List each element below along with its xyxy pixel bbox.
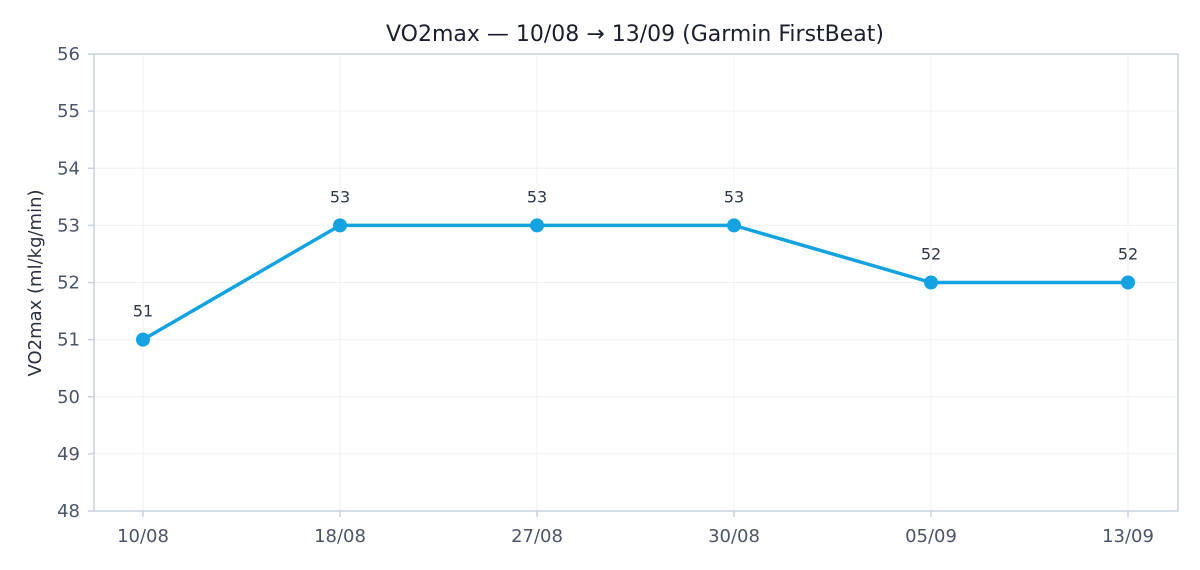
x-tick-label: 30/08 [708,526,760,547]
y-tick-label: 51 [57,330,80,351]
x-tick-label: 27/08 [511,526,563,547]
data-label: 53 [724,187,744,206]
data-point [136,332,150,347]
x-tick-label: 05/09 [905,526,957,547]
plot-frame [93,53,1179,512]
y-tick-label: 49 [57,444,80,465]
y-tick-label: 53 [57,215,80,236]
data-point [1121,275,1135,290]
x-tick-label: 10/08 [117,526,169,547]
y-tick-label: 55 [57,101,80,122]
data-label: 53 [330,187,350,206]
chart-title: VO2max — 10/08 → 13/09 (Garmin FirstBeat… [386,22,884,47]
y-axis-label: VO2max (ml/kg/min) [25,189,46,376]
data-label: 53 [527,187,547,206]
x-tick-label: 13/09 [1102,526,1154,547]
y-tick-label: 54 [57,158,80,179]
y-tick-label: 48 [57,501,80,522]
data-point [530,218,544,233]
data-point [924,275,938,290]
y-tick-label: 56 [57,44,80,65]
data-label: 52 [921,245,941,264]
y-tick-label: 52 [57,273,80,294]
data-label: 51 [133,302,153,321]
axis-layer: 48 49 50 51 52 53 54 55 56 10/08 18/08 27/08 30/08 05… [57,44,1179,547]
y-tick-label: 50 [57,387,80,408]
label-layer: 51 53 53 53 52 52 [133,187,1138,320]
data-label: 52 [1118,245,1138,264]
data-point [333,218,347,233]
x-tick-label: 18/08 [314,526,366,547]
data-point [727,218,741,233]
series-layer [136,218,1135,347]
series-line [141,223,1130,342]
